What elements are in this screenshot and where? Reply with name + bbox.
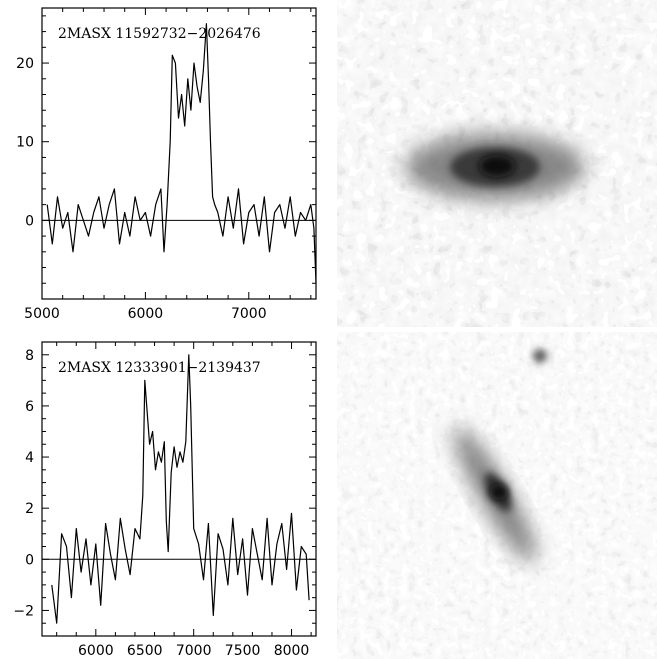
x-tick-label-0-1: 6000 (128, 306, 164, 322)
y-tick-label-1-4: 6 (25, 399, 34, 415)
y-tick-label-1-5: 8 (25, 348, 34, 364)
x-tick-label-1-1: 6500 (127, 643, 163, 659)
x-tick-label-0-0: 5000 (24, 306, 60, 322)
spectrum-line-0-0 (46, 23, 317, 284)
plot-frame-0 (41, 7, 317, 300)
y-tick-label-0-0: 0 (25, 213, 34, 229)
y-tick-label-0-1: 10 (16, 135, 34, 151)
x-tick-label-1-2: 7000 (176, 643, 212, 659)
y-tick-label-1-2: 2 (25, 501, 34, 517)
panel-bottom-title: 2MASX 12333901−2139437 (58, 360, 261, 376)
spectrum-panel-top: 2MASX 11592732−2026476 5000 6000 7000 0 10 20 (16, 7, 317, 322)
y-tick-label-1-3: 4 (25, 450, 34, 466)
x-tick-label-1-4: 8000 (274, 643, 310, 659)
y-tick-label-1-1: 0 (25, 552, 34, 568)
galaxy-image-bottom (337, 332, 657, 659)
galaxy-image-top (337, 0, 657, 327)
x-tick-label-1-3: 7500 (225, 643, 261, 659)
x-tick-label-0-2: 7000 (231, 306, 267, 322)
plot-frame-1 (41, 341, 317, 637)
y-tick-label-0-2: 20 (16, 56, 34, 72)
spectrum-line-1-0 (51, 354, 310, 624)
y-tick-label-1-0: −2 (13, 603, 34, 619)
x-tick-label-1-0: 6000 (78, 643, 114, 659)
panel-top-title: 2MASX 11592732−2026476 (58, 26, 261, 42)
spectrum-panel-bottom: 2MASX 12333901−2139437 6000 6500 7000 7500 8… (13, 341, 317, 659)
